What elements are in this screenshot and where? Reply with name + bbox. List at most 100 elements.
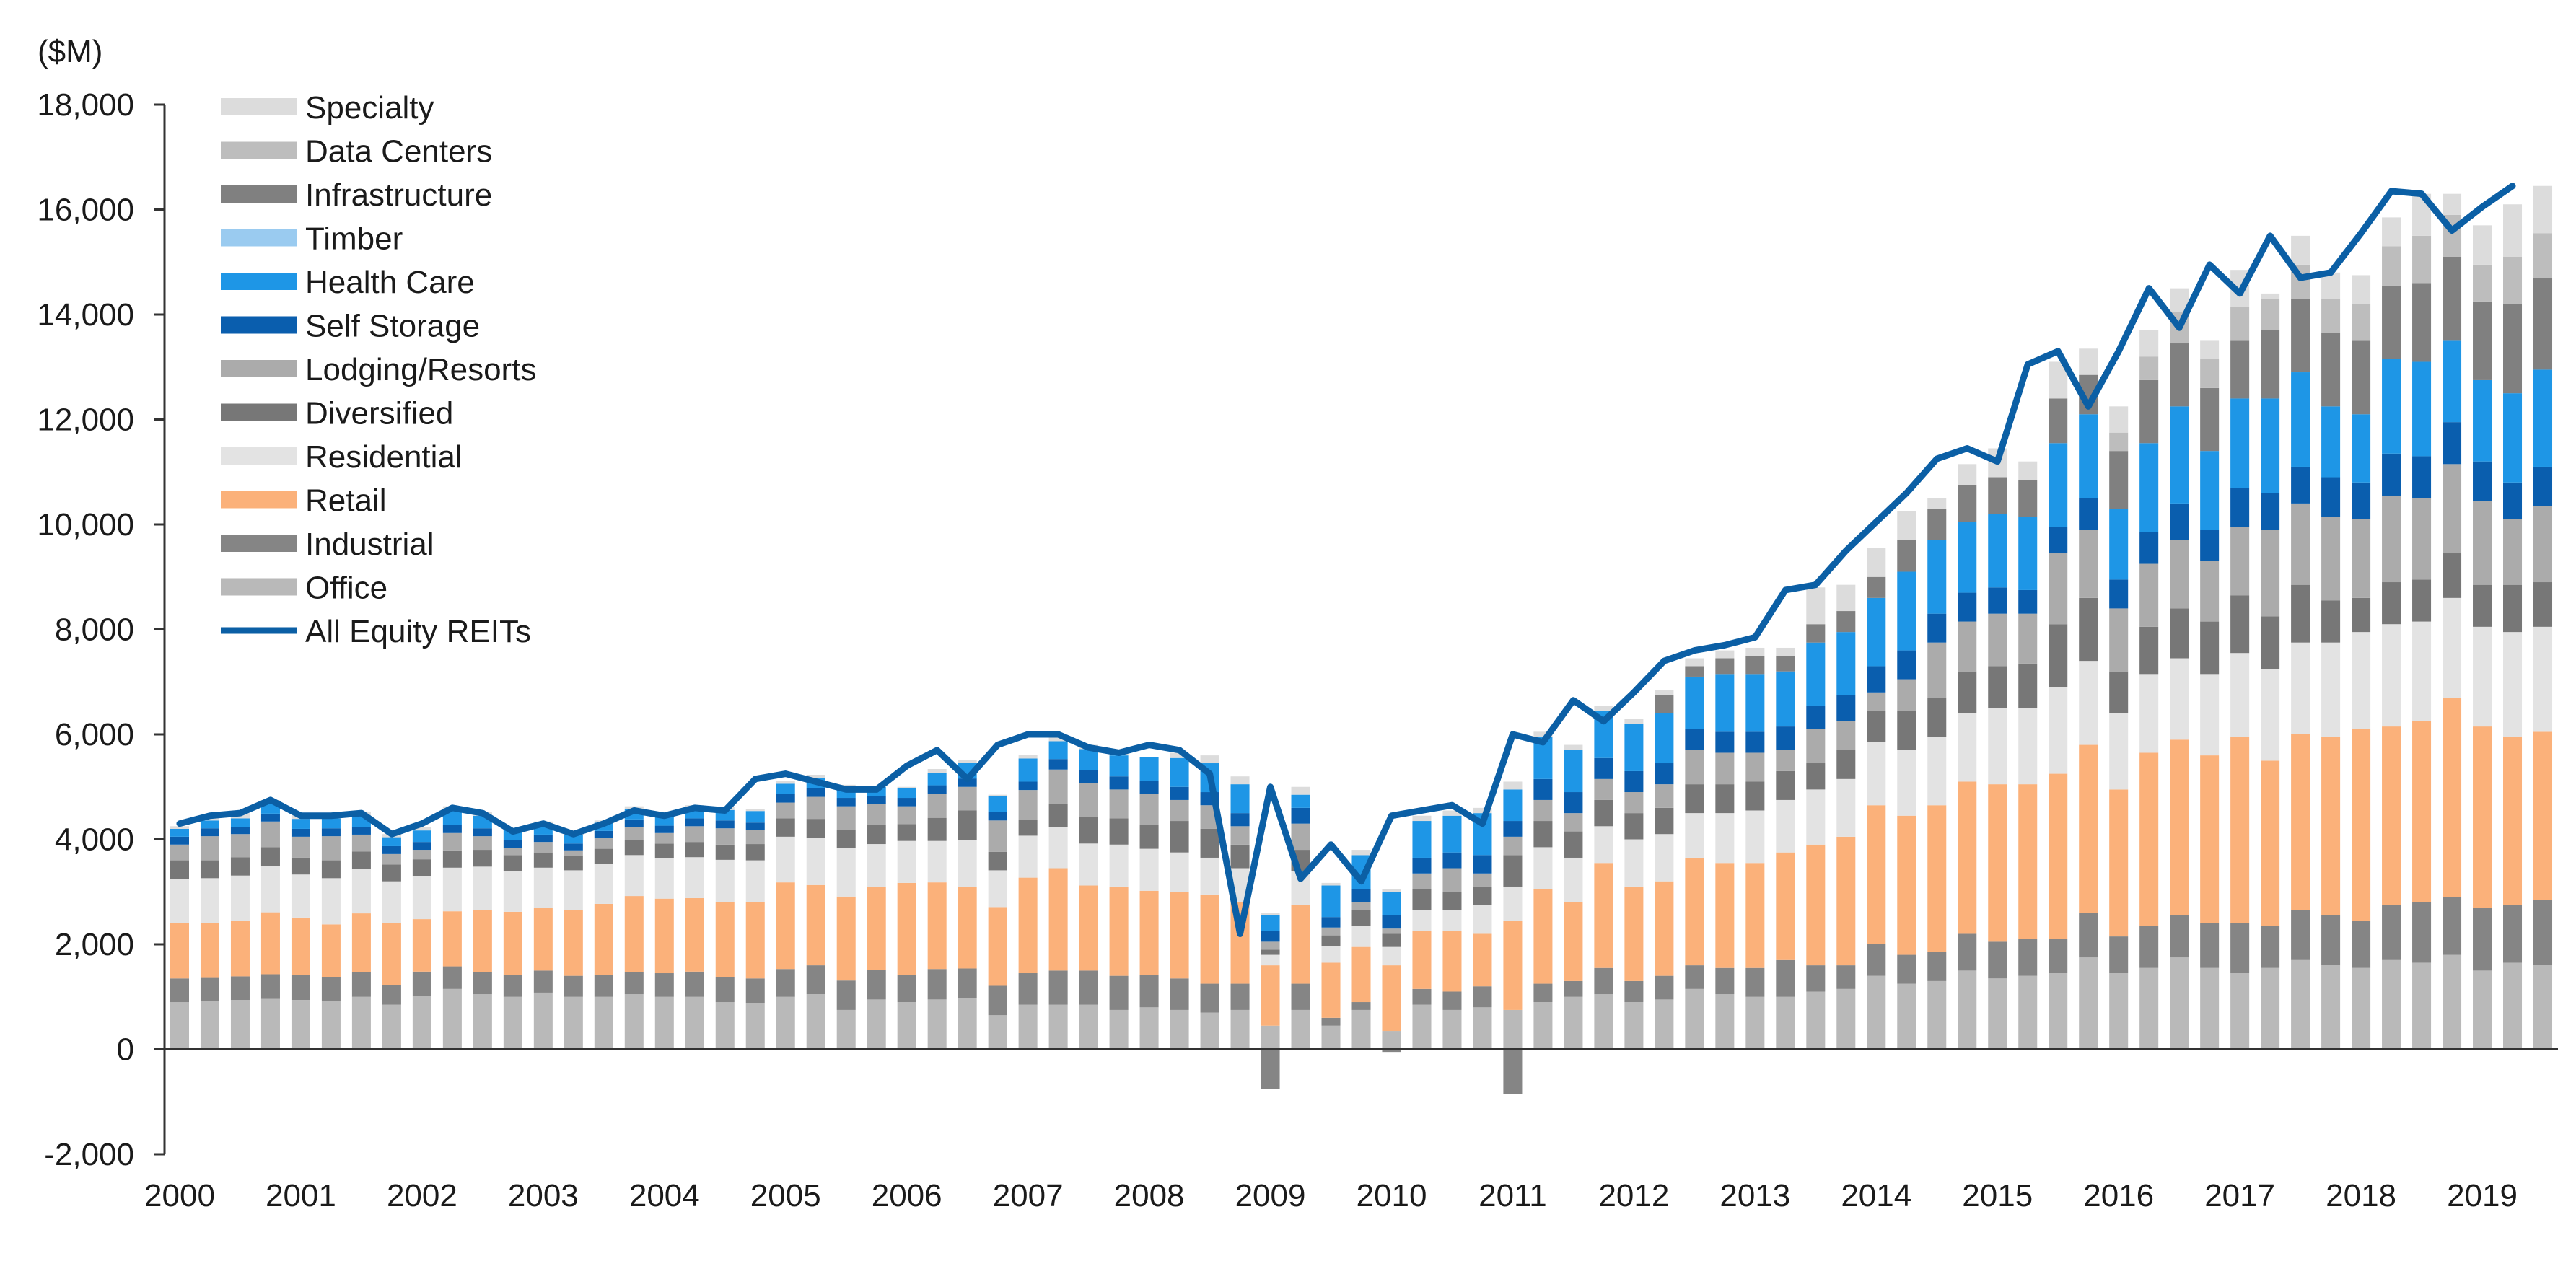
- bar-segment-self-storage-2008Q2: [1170, 786, 1189, 800]
- bar-segment-office-2005Q3: [836, 1009, 856, 1050]
- bar-segment-health-care-2004Q1: [654, 815, 674, 826]
- bar-segment-office-2006Q2: [927, 999, 947, 1050]
- bar-segment-self-storage-2003Q1: [533, 834, 553, 843]
- bar-segment-office-2005Q4: [867, 999, 886, 1050]
- bar-segment-retail-2014Q4: [1958, 781, 1977, 934]
- bar-segment-self-storage-2013Q4: [1836, 695, 1856, 721]
- bar-segment-retail-2008Q2: [1170, 892, 1189, 979]
- bar-segment-office-2001Q3: [351, 996, 371, 1050]
- bar-segment-self-storage-2006Q1: [897, 798, 916, 807]
- bar-segment-retail-2019Q2: [2503, 737, 2523, 905]
- bar-segment-self-storage-2007Q1: [1018, 781, 1038, 791]
- bar-segment-diversified-2019Q2: [2503, 584, 2523, 633]
- bar-segment-office-2000Q2: [200, 1001, 219, 1050]
- bar-segment-diversified-2017Q2: [2261, 616, 2280, 669]
- bar-segment-residential-2014Q4: [1958, 713, 1977, 782]
- bar-segment-infrastructure-2012Q2: [1655, 695, 1674, 713]
- x-tick-label: 2003: [508, 1178, 579, 1213]
- bar-segment-office-2013Q2: [1776, 996, 1795, 1050]
- bar-segment-residential-2016Q3: [2170, 658, 2189, 740]
- bar-segment-self-storage-2014Q2: [1897, 650, 1916, 680]
- bar-segment-residential-2011Q3: [1564, 857, 1583, 902]
- bar-segment-health-care-2009Q2: [1291, 794, 1310, 808]
- bar-segment-diversified-2013Q3: [1806, 763, 1826, 790]
- bar-segment-infrastructure-2014Q3: [1927, 509, 1947, 540]
- legend-label-self-storage: Self Storage: [305, 309, 480, 344]
- bar-segment-office-2004Q2: [685, 996, 704, 1050]
- bar-segment-diversified-2000Q2: [200, 860, 219, 879]
- bar-segment-specialty-2019Q3: [2533, 185, 2553, 234]
- bar-segment-industrial-2008Q3: [1200, 983, 1219, 1013]
- bar-segment-retail-2015Q2: [2018, 784, 2038, 939]
- bar-segment-health-care-2008Q2: [1170, 757, 1189, 787]
- bar-segment-residential-2003Q4: [624, 855, 644, 897]
- bar-segment-office-2002Q2: [442, 988, 462, 1050]
- bar-segment-lodging-resorts-2013Q4: [1836, 721, 1856, 750]
- bar-segment-industrial-2002Q4: [503, 975, 522, 997]
- bar-segment-health-care-2013Q3: [1806, 642, 1826, 706]
- bar-segment-lodging-resorts-2008Q1: [1139, 794, 1159, 825]
- bar-segment-lodging-resorts-2013Q2: [1776, 750, 1795, 771]
- bar-segment-diversified-2003Q2: [564, 856, 583, 871]
- bar-segment-industrial-2018Q4: [2443, 897, 2462, 955]
- bar-segment-residential-2012Q3: [1685, 813, 1704, 858]
- y-tick-label: 12,000: [37, 403, 134, 438]
- bar-segment-retail-2001Q1: [291, 917, 310, 975]
- bar-segment-lodging-resorts-2015Q4: [2079, 530, 2098, 598]
- bar-segment-lodging-resorts-2004Q4: [745, 830, 765, 845]
- bar-segment-health-care-2017Q1: [2230, 398, 2250, 488]
- bar-segment-retail-2012Q1: [1624, 886, 1644, 981]
- bar-segment-residential-2014Q3: [1927, 737, 1947, 806]
- bar-segment-office-2014Q1: [1867, 975, 1886, 1050]
- bar-segment-retail-2003Q3: [594, 903, 613, 975]
- bar-segment-lodging-resorts-2015Q3: [2049, 553, 2068, 625]
- bar-segment-residential-2010Q1: [1382, 946, 1401, 966]
- bar-segment-office-2000Q3: [230, 1000, 250, 1050]
- bar-segment-industrial-2002Q2: [442, 966, 462, 989]
- x-tick-label: 2017: [2204, 1178, 2275, 1213]
- bar-segment-residential-2013Q3: [1806, 789, 1826, 845]
- bar-segment-diversified-2009Q3: [1321, 935, 1341, 946]
- bar-segment-industrial-2000Q1: [170, 978, 190, 1003]
- bar-segment-industrial-2000Q3: [230, 976, 250, 1001]
- bar-segment-retail-2011Q4: [1594, 863, 1613, 968]
- bar-segment-industrial-2011Q4: [1594, 967, 1613, 995]
- bar-segment-lodging-resorts-2008Q2: [1170, 799, 1189, 822]
- bar-segment-office-2010Q1: [1382, 1031, 1401, 1050]
- bar-segment-lodging-resorts-2016Q2: [2139, 563, 2159, 627]
- bar-segment-data-centers-2016Q1: [2109, 432, 2129, 452]
- y-tick-label: 16,000: [37, 193, 134, 228]
- bar-segment-residential-2005Q3: [836, 848, 856, 897]
- bar-segment-diversified-2012Q4: [1715, 784, 1735, 814]
- bar-segment-lodging-resorts-2013Q1: [1745, 752, 1765, 782]
- bar-segment-specialty-2010Q1: [1382, 889, 1401, 892]
- legend-label-residential: Residential: [305, 439, 463, 475]
- bar-segment-infrastructure-2016Q4: [2200, 387, 2220, 452]
- bar-segment-lodging-resorts-2012Q4: [1715, 752, 1735, 785]
- bar-segment-residential-2014Q1: [1867, 742, 1886, 806]
- bar-segment-office-2016Q3: [2170, 957, 2189, 1050]
- bar-segment-lodging-resorts-2016Q3: [2170, 540, 2189, 609]
- bar-segment-office-2017Q2: [2261, 967, 2280, 1050]
- bar-segment-self-storage-2011Q4: [1594, 757, 1613, 779]
- bar-segment-retail-2009Q4: [1351, 946, 1371, 1003]
- bar-segment-specialty-2005Q2: [806, 775, 825, 778]
- bar-segment-specialty-2006Q1: [897, 786, 916, 788]
- bar-segment-specialty-2018Q1: [2352, 275, 2371, 304]
- bar-segment-office-2006Q1: [897, 1002, 916, 1050]
- legend-swatch-retail: [221, 491, 297, 509]
- bar-segment-self-storage-2013Q3: [1806, 705, 1826, 729]
- bar-segment-self-storage-2018Q3: [2412, 456, 2432, 498]
- bar-segment-lodging-resorts-2011Q4: [1594, 778, 1613, 800]
- bar-segment-industrial-2016Q1: [2109, 936, 2129, 974]
- y-tick-label: 18,000: [37, 87, 134, 123]
- bar-segment-lodging-resorts-2017Q2: [2261, 530, 2280, 617]
- bar-segment-specialty-2010Q4: [1473, 807, 1492, 814]
- bar-segment-office-2001Q1: [291, 1000, 310, 1050]
- bar-segment-health-care-2000Q3: [230, 818, 250, 827]
- bar-segment-health-care-2002Q2: [442, 811, 462, 825]
- x-tick-label: 2007: [993, 1178, 1064, 1213]
- bar-segment-industrial-2008Q1: [1139, 975, 1159, 1008]
- bar-segment-specialty-2013Q4: [1836, 584, 1856, 612]
- bar-segment-specialty-2015Q4: [2079, 348, 2098, 375]
